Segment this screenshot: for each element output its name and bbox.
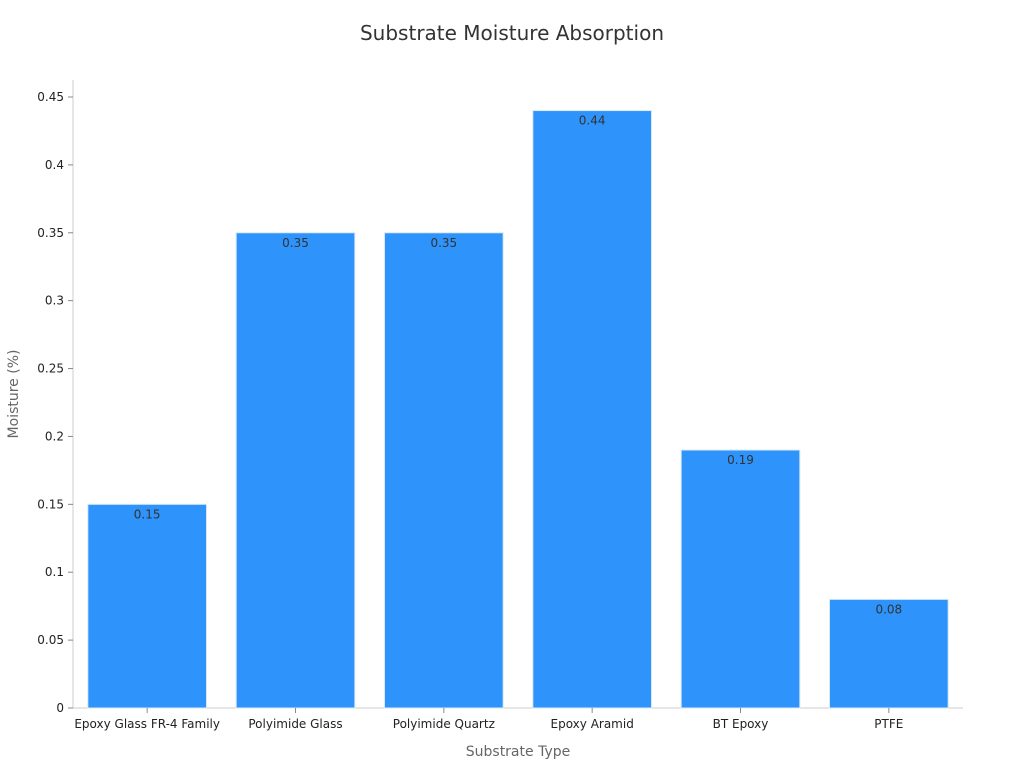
- bar-0: [87, 503, 207, 709]
- x-tick-label-2: Polyimide Quartz: [393, 717, 495, 731]
- data-label-3: 0.44: [579, 114, 606, 128]
- y-axis-title: Moisture (%): [6, 350, 22, 439]
- x-ticks-group: Epoxy Glass FR-4 Family Polyimide Glass Po…: [74, 708, 903, 731]
- x-tick-label-3: Epoxy Aramid: [551, 717, 634, 731]
- y-tick-label-2: 0.1: [45, 565, 64, 579]
- x-tick-label-1: Polyimide Glass: [248, 717, 342, 731]
- y-tick-label-1: 0.05: [37, 633, 64, 647]
- y-tick-label-9: 0.45: [37, 90, 64, 104]
- x-tick-label-0: Epoxy Glass FR-4 Family: [74, 717, 220, 731]
- bar-2: [384, 232, 504, 709]
- y-tick-label-6: 0.3: [45, 294, 64, 308]
- y-tick-label-4: 0.2: [45, 429, 64, 443]
- data-label-0: 0.15: [134, 507, 161, 521]
- bar-5: [829, 598, 949, 709]
- data-label-4: 0.19: [727, 453, 754, 467]
- bar-3: [532, 110, 652, 709]
- y-tick-label-7: 0.35: [37, 226, 64, 240]
- chart-title: Substrate Moisture Absorption: [360, 21, 664, 45]
- y-tick-label-5: 0.25: [37, 362, 64, 376]
- data-label-5: 0.08: [875, 602, 902, 616]
- y-tick-label-8: 0.4: [45, 158, 64, 172]
- y-tick-label-0: 0: [56, 701, 64, 715]
- y-ticks-group: 0 0.05 0.1 0.15 0.2 0.25 0.3 0.35 0.4 0.45: [37, 90, 73, 715]
- data-label-1: 0.35: [282, 236, 309, 250]
- bar-4: [680, 449, 801, 709]
- x-tick-label-4: BT Epoxy: [713, 717, 769, 731]
- bars-group: [87, 110, 949, 709]
- x-tick-label-5: PTFE: [874, 717, 903, 731]
- x-axis-title: Substrate Type: [466, 744, 570, 760]
- y-tick-label-3: 0.15: [37, 497, 64, 511]
- data-labels-group: 0.15 0.35 0.35 0.44 0.19 0.08: [134, 114, 902, 617]
- data-label-2: 0.35: [430, 236, 457, 250]
- bar-1: [235, 232, 356, 709]
